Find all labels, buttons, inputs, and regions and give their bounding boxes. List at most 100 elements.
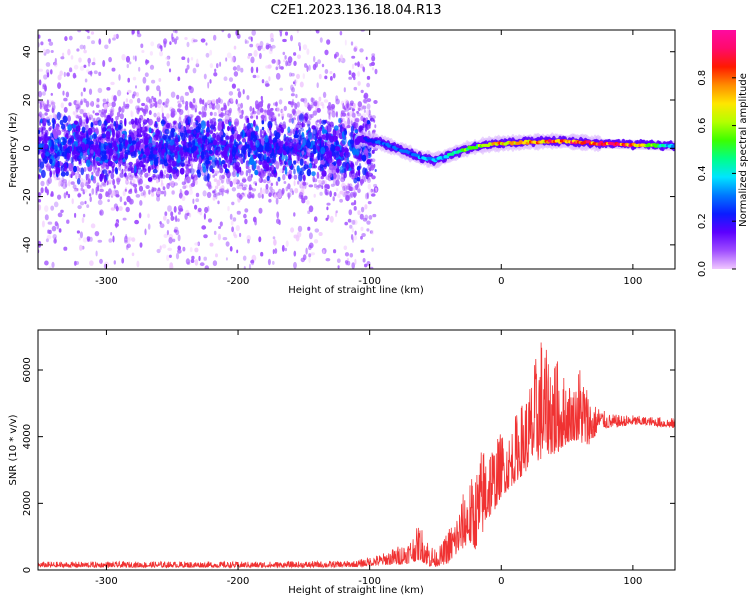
- spectral-noise-cell: [335, 179, 340, 186]
- spectral-band-cell: [302, 174, 306, 182]
- spectral-noise-cell: [216, 192, 221, 196]
- spectral-noise-cell: [159, 223, 165, 229]
- spectral-noise-cell: [211, 99, 216, 104]
- spectral-noise-cell: [234, 177, 238, 183]
- spectral-noise-cell: [337, 265, 340, 269]
- spectral-noise-cell: [249, 105, 253, 112]
- spectral-noise-cell: [223, 76, 228, 81]
- spectral-noise-cell: [268, 192, 272, 197]
- spectral-noise-cell: [38, 240, 42, 248]
- spectral-noise-cell: [211, 104, 216, 110]
- spectral-noise-cell: [87, 178, 91, 185]
- spectral-noise-cell: [345, 190, 350, 194]
- spectrogram-y-tick-label: -20: [22, 188, 33, 204]
- spectral-noise-cell: [156, 102, 162, 109]
- spectral-band-cell: [229, 154, 233, 164]
- spectral-band-cell: [330, 144, 336, 152]
- spectral-noise-cell: [347, 183, 350, 188]
- spectral-noise-cell: [240, 67, 244, 73]
- spectral-noise-cell: [67, 193, 71, 199]
- spectral-noise-cell: [274, 248, 278, 254]
- spectral-noise-cell: [142, 76, 147, 84]
- spectral-noise-cell: [313, 178, 318, 183]
- spectral-noise-cell: [229, 213, 233, 220]
- spectral-noise-cell: [111, 67, 116, 72]
- spectral-noise-cell: [130, 110, 133, 118]
- spectral-noise-cell: [325, 192, 329, 196]
- spectral-noise-cell: [362, 258, 366, 263]
- spectral-band-cell: [105, 131, 111, 140]
- spectral-noise-cell: [368, 189, 373, 196]
- spectral-band-cell: [206, 164, 209, 172]
- spectral-noise-cell: [347, 130, 351, 135]
- spectral-noise-cell: [344, 39, 347, 46]
- spectral-noise-cell: [80, 91, 83, 97]
- spectral-band-cell: [357, 169, 361, 177]
- spectral-band-cell: [113, 138, 119, 144]
- spectral-noise-cell: [162, 102, 165, 106]
- spectral-noise-cell: [168, 237, 173, 244]
- spectral-noise-cell: [203, 111, 207, 118]
- spectral-band-cell: [38, 158, 41, 166]
- spectral-noise-cell: [304, 101, 309, 108]
- spectral-noise-cell: [282, 38, 287, 43]
- spectrogram-y-tick-label: 20: [22, 94, 33, 107]
- spectral-noise-cell: [298, 191, 304, 198]
- spectral-noise-cell: [291, 108, 296, 114]
- spectral-band-cell: [298, 173, 303, 182]
- spectral-noise-cell: [71, 170, 76, 176]
- spectral-noise-cell: [225, 257, 228, 261]
- spectral-noise-cell: [328, 102, 332, 107]
- spectral-noise-cell: [203, 73, 207, 80]
- spectral-noise-cell: [367, 201, 372, 205]
- spectral-noise-cell: [102, 60, 106, 67]
- spectral-noise-cell: [81, 121, 86, 128]
- spectral-noise-cell: [131, 237, 136, 242]
- spectral-noise-cell: [267, 104, 271, 110]
- spectral-noise-cell: [182, 185, 187, 190]
- spectral-noise-cell: [341, 182, 346, 189]
- spectral-band-cell: [321, 138, 324, 147]
- spectral-noise-cell: [265, 83, 270, 87]
- spectral-noise-cell: [263, 172, 266, 177]
- spectral-band-cell: [307, 152, 311, 157]
- spectral-noise-cell: [247, 168, 252, 174]
- spectral-noise-cell: [268, 48, 273, 55]
- spectral-noise-cell: [76, 230, 80, 234]
- spectral-noise-cell: [87, 173, 90, 179]
- spectral-band-cell: [45, 151, 50, 157]
- spectral-band-cell: [200, 120, 206, 130]
- spectral-noise-cell: [371, 53, 376, 57]
- spectral-noise-cell: [82, 108, 86, 114]
- spectral-noise-cell: [294, 79, 298, 84]
- spectral-noise-cell: [217, 97, 221, 104]
- spectral-noise-cell: [325, 258, 331, 262]
- spectral-noise-cell: [285, 31, 288, 36]
- spectral-noise-cell: [311, 97, 316, 103]
- spectral-band-cell: [95, 157, 101, 162]
- spectral-noise-cell: [83, 64, 87, 69]
- spectral-band-cell: [197, 162, 202, 172]
- spectral-noise-cell: [247, 239, 250, 244]
- spectral-noise-cell: [38, 34, 41, 39]
- spectral-band-cell: [136, 161, 140, 167]
- spectral-noise-cell: [239, 114, 244, 119]
- spectral-noise-cell: [319, 191, 323, 196]
- spectral-noise-cell: [152, 173, 156, 178]
- spectral-noise-cell: [356, 110, 359, 114]
- spectral-noise-cell: [366, 109, 369, 116]
- spectral-band-cell: [198, 156, 202, 164]
- spectral-noise-cell: [319, 182, 324, 187]
- spectral-band-cell: [346, 163, 349, 172]
- spectral-noise-cell: [244, 39, 247, 44]
- spectral-noise-cell: [203, 213, 206, 220]
- spectral-noise-cell: [57, 194, 62, 200]
- spectral-noise-cell: [131, 111, 134, 118]
- spectral-noise-cell: [357, 188, 361, 194]
- spectral-noise-cell: [229, 180, 233, 187]
- spectral-noise-cell: [334, 210, 338, 218]
- spectral-noise-cell: [310, 97, 314, 103]
- spectral-noise-cell: [49, 170, 52, 178]
- spectral-band-cell: [321, 126, 325, 135]
